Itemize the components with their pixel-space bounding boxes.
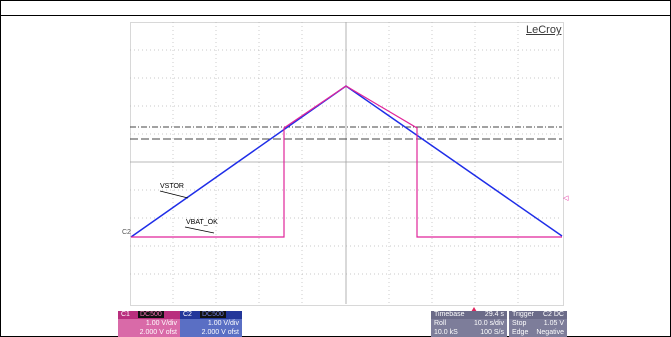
vbat-ok-trace (131, 85, 562, 238)
vbat-ok-label: VBAT_OK (186, 219, 218, 226)
timebase-label: Timebase (434, 311, 465, 318)
c2-tag: DC500 (199, 311, 226, 318)
timebase-value: 29.4 s (484, 311, 504, 318)
c1-offset: 2.000 V ofst (139, 329, 177, 336)
trigger-level: 1.05 V (543, 320, 564, 327)
channel1-panel[interactable]: C1 DC500 1.00 V/div 2.000 V ofst (118, 311, 180, 337)
timebase-rate: 10.0 kS (434, 329, 458, 336)
timebase-panel[interactable]: Timebase 29.4 s Roll 10.0 s/div 10.0 kS 100… (431, 311, 507, 337)
c2-scale: 1.00 V/div (207, 320, 239, 327)
c1-scale: 1.00 V/div (145, 320, 177, 327)
c1-name: C1 (121, 311, 130, 318)
trigger-mode: Stop (512, 320, 527, 327)
timebase-div: 10.0 s/div (474, 320, 504, 327)
brand-logo: LeCroy (526, 24, 562, 36)
center-axes (130, 22, 562, 304)
c2-name: C2 (183, 311, 192, 318)
vstor-leader (159, 190, 189, 199)
trigger-position-marker (471, 307, 477, 312)
trigger-label: Trigger (512, 311, 534, 318)
c2-offset: 2.000 V ofst (201, 329, 239, 336)
trigger-panel[interactable]: Trigger C2 DC Stop 1.05 V Edge Negative (509, 311, 567, 337)
scope-display (130, 22, 564, 306)
trigger-chan: C2 DC (542, 311, 564, 318)
threshold-lines (130, 126, 562, 140)
trigger-type: Edge (512, 329, 529, 336)
vstor-label: VSTOR (160, 183, 184, 190)
timebase-sr: 100 S/s (480, 329, 504, 336)
timebase-mode: Roll (434, 320, 447, 327)
trigger-slope: Negative (536, 329, 564, 336)
vbat-leader (184, 226, 215, 234)
c1-tag: DC500 (137, 311, 164, 318)
trigger-level-marker: ◁ (563, 195, 569, 202)
title-band (0, 0, 671, 16)
channel2-panel[interactable]: C2 DC500 1.00 V/div 2.000 V ofst (180, 311, 242, 337)
vstor-trace (130, 85, 563, 238)
channel-marker: C2 (122, 229, 131, 236)
